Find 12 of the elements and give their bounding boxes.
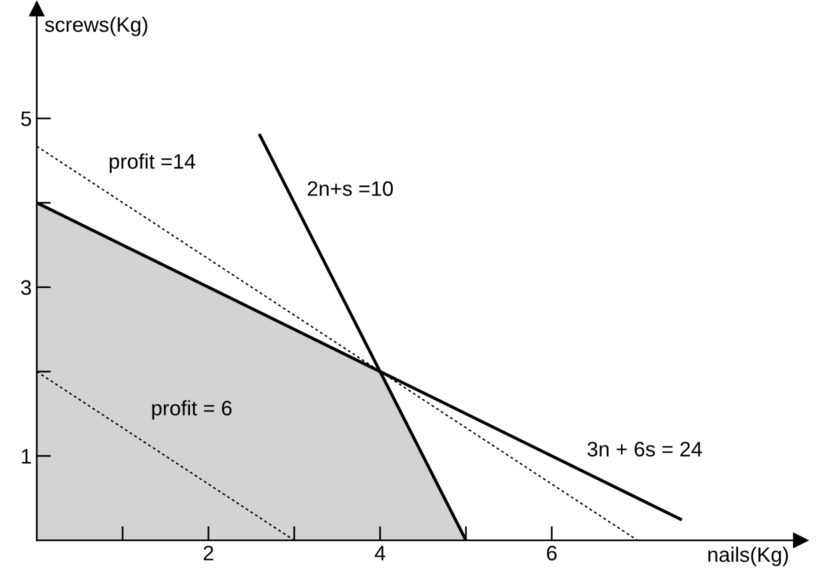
x-axis-title: nails(Kg) <box>708 546 788 566</box>
y-tick-label: 3 <box>21 280 31 295</box>
x-tick-label: 4 <box>374 546 386 560</box>
series-label: 3n + 6s = 24 <box>588 442 702 457</box>
series-label: profit =14 <box>110 154 196 173</box>
x-tick-label: 2 <box>204 546 214 560</box>
x-tick-label: 6 <box>547 546 557 560</box>
y-axis-title: screws(Kg) <box>44 16 148 36</box>
y-tick-label: 5 <box>21 112 32 126</box>
series-label: 2n+s =10 <box>308 181 393 196</box>
series-label: profit = 6 <box>152 400 232 420</box>
y-tick-label: 1 <box>22 449 31 464</box>
